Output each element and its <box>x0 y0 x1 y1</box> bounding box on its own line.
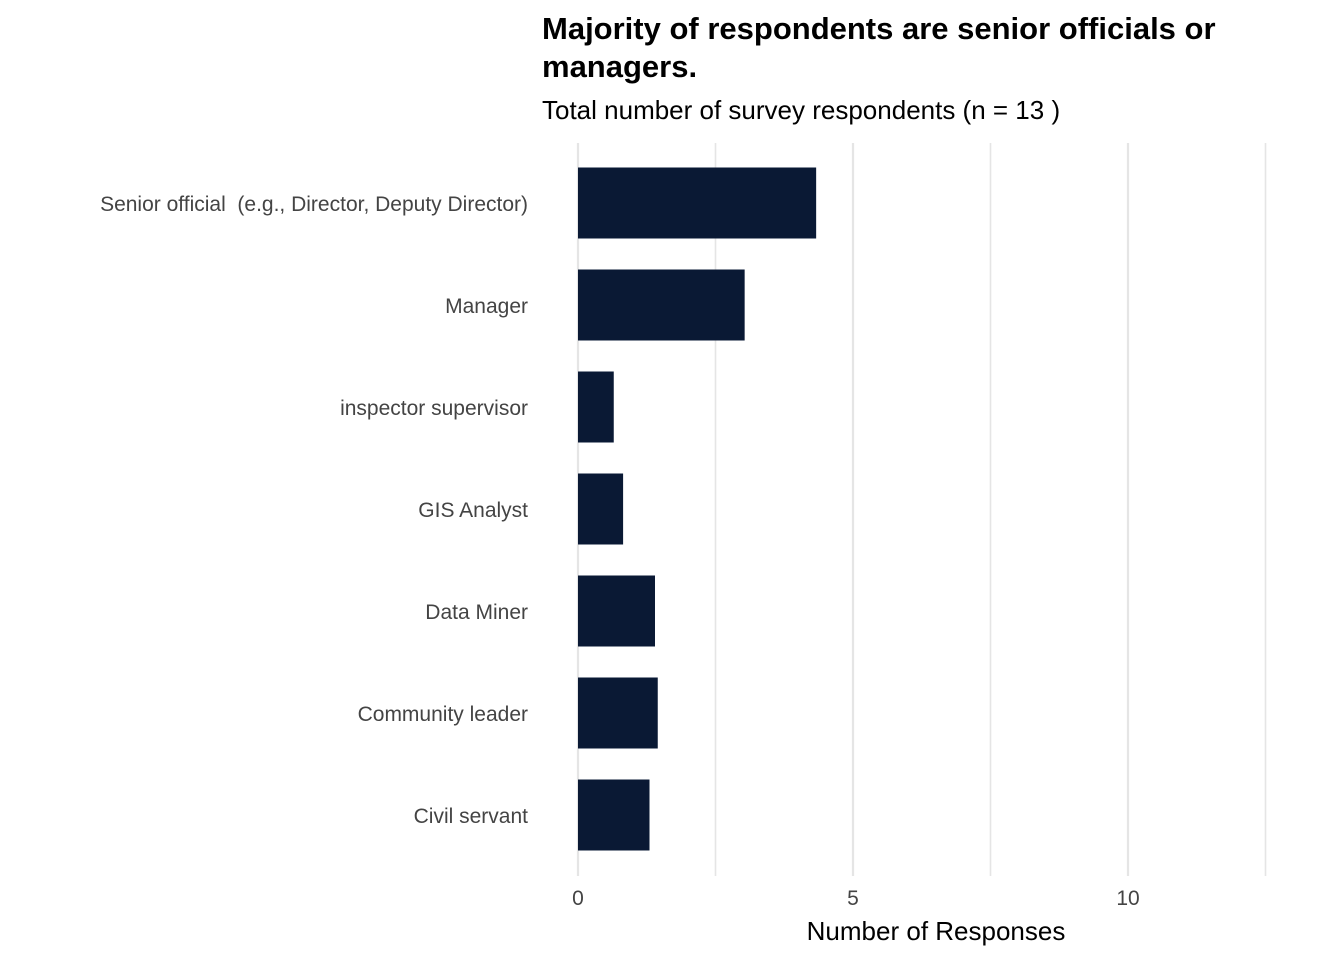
chart-title: Majority of respondents are senior offic… <box>542 11 1216 84</box>
category-label: GIS Analyst <box>418 499 528 522</box>
bar <box>578 779 650 851</box>
chart-subtitle: Total number of survey respondents (n = … <box>542 95 1061 125</box>
bars <box>578 167 817 851</box>
category-label: Manager <box>445 295 528 318</box>
bar <box>578 167 817 239</box>
x-tick-label: 0 <box>572 887 584 910</box>
category-label: Data Miner <box>425 601 528 624</box>
bar <box>578 575 655 647</box>
x-tick-label: 10 <box>1116 887 1139 910</box>
category-label: Senior official (e.g., Director, Deputy … <box>100 193 528 216</box>
bar <box>578 371 614 443</box>
x-tick-label: 5 <box>847 887 859 910</box>
category-label: Community leader <box>358 703 528 726</box>
category-label: inspector supervisor <box>340 397 528 420</box>
bar <box>578 677 658 749</box>
category-label: Civil servant <box>414 805 529 828</box>
x-axis-title: Number of Responses <box>807 916 1066 946</box>
bar <box>578 473 624 545</box>
category-labels: Senior official (e.g., Director, Deputy … <box>100 193 528 828</box>
bar <box>578 269 745 341</box>
x-axis-ticks: 0 5 10 <box>572 887 1140 910</box>
grid-lines <box>576 143 1267 876</box>
